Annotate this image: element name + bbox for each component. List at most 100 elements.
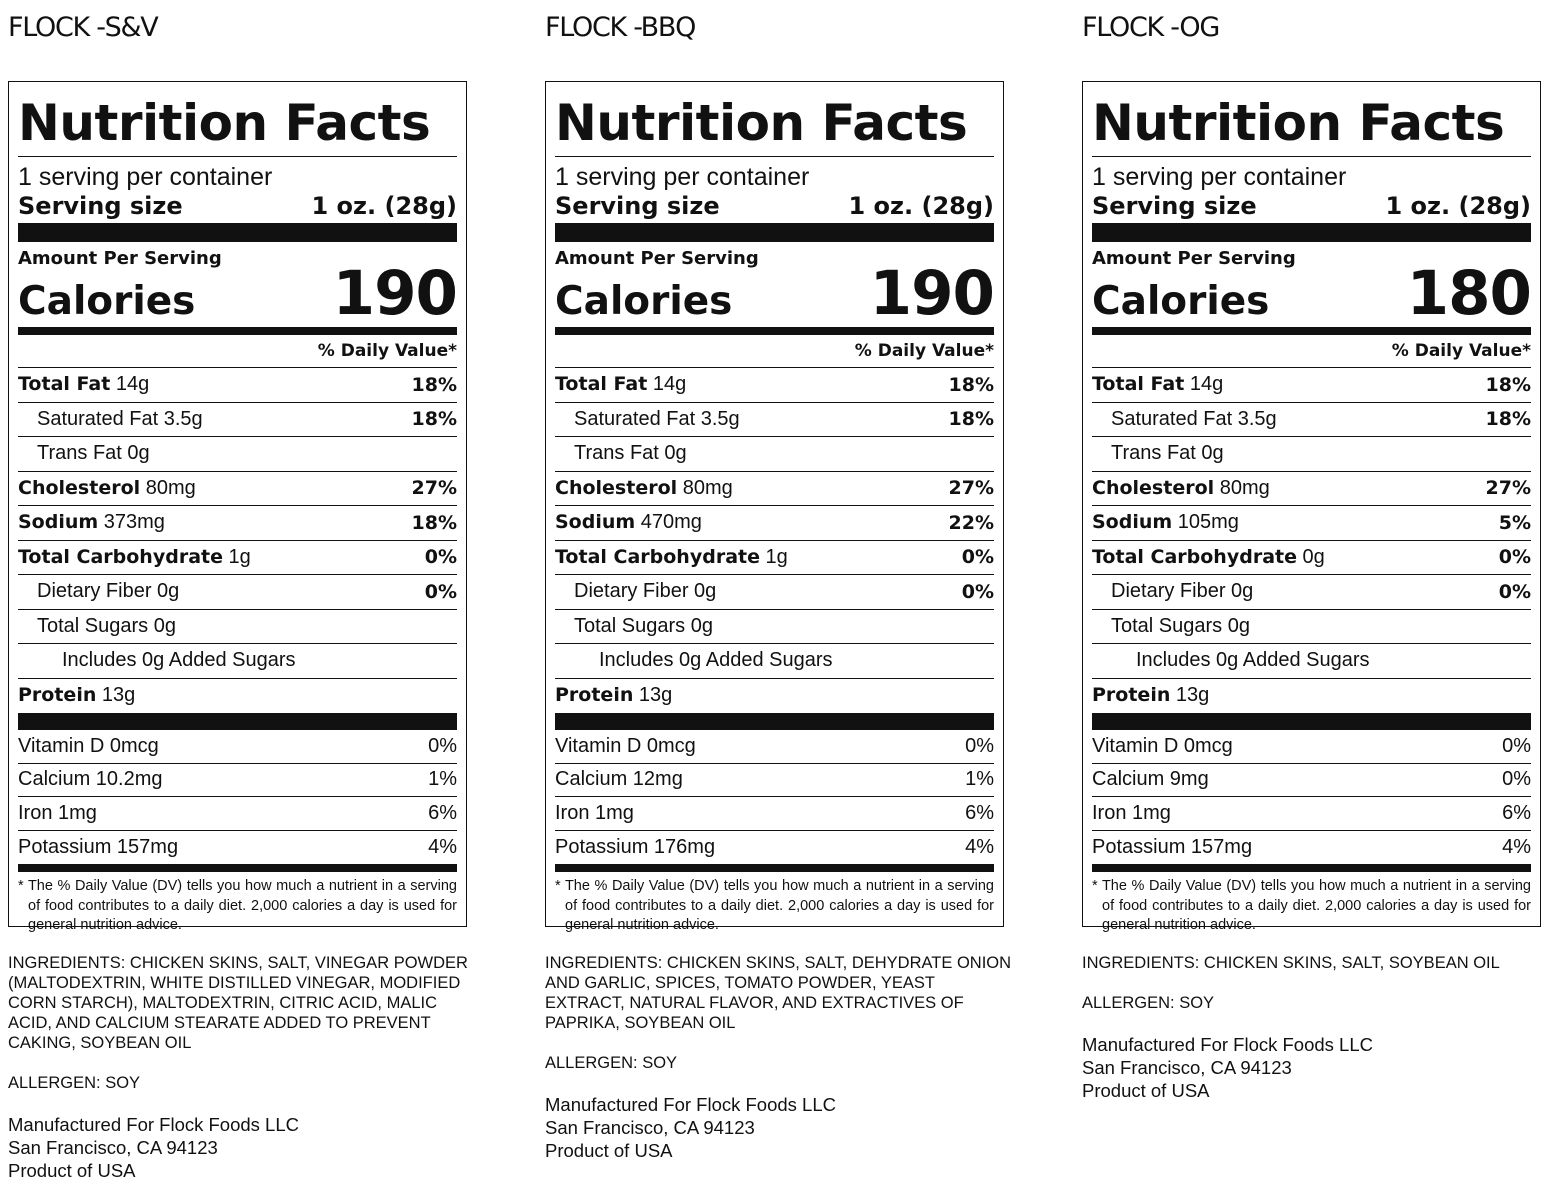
nutrient-row-total-carbohydrate: Total Carbohydrate 0g 0% — [1092, 541, 1531, 575]
allergen-text: ALLERGEN: SOY — [545, 1054, 678, 1072]
nutrient-label: Dietary Fiber 0g — [37, 580, 180, 603]
vitamin-row-potassium: Potassium 176mg 4% — [555, 831, 994, 865]
thick-divider — [1092, 223, 1531, 242]
vitamin-row-calcium: Calcium 10.2mg 1% — [18, 764, 457, 797]
nutrient-row-total-sugars: Total Sugars 0g — [18, 610, 457, 644]
product-name: FLOCK -S&V — [8, 12, 159, 43]
calories-label: Calories — [555, 279, 733, 324]
nutrient-label: Dietary Fiber 0g — [574, 580, 717, 603]
calories-row: Calories 190 — [555, 258, 995, 329]
daily-value-percent: 18% — [948, 408, 994, 431]
nutrient-row-protein: Protein 13g — [1092, 679, 1531, 714]
amount-per-serving: Amount Per Serving — [18, 248, 222, 269]
manufacturer-address: San Francisco, CA 94123 — [1082, 1057, 1292, 1078]
nutrient-row-sodium: Sodium 470mg 22% — [555, 506, 994, 541]
nutrition-facts-title: Nutrition Facts — [555, 92, 994, 157]
nutrient-label: Includes 0g Added Sugars — [599, 649, 833, 672]
nutrient-amount: 14g — [647, 373, 687, 396]
vitamin-percent: 6% — [965, 801, 994, 824]
vitamin-label: Iron 1mg — [1092, 801, 1171, 824]
nutrient-row-cholesterol: Cholesterol 80mg 27% — [555, 472, 994, 506]
nutrient-label: Total Sugars 0g — [37, 614, 176, 637]
calories-value: 190 — [869, 258, 995, 329]
daily-value-percent: 18% — [1485, 373, 1531, 396]
manufacturer-address: San Francisco, CA 94123 — [545, 1117, 755, 1138]
vitamin-percent: 4% — [1502, 835, 1531, 858]
daily-value-percent: 27% — [1485, 477, 1531, 500]
nutrient-row-total-sugars: Total Sugars 0g — [1092, 610, 1531, 644]
vitamin-label: Iron 1mg — [555, 801, 634, 824]
nutrient-label: Saturated Fat 3.5g — [574, 407, 740, 430]
nutrient-row-cholesterol: Cholesterol 80mg 27% — [18, 472, 457, 506]
vitamin-percent: 1% — [965, 768, 994, 791]
nutrient-label: Includes 0g Added Sugars — [1136, 649, 1370, 672]
manufacturer-address: San Francisco, CA 94123 — [8, 1137, 218, 1158]
country-of-origin: Product of USA — [545, 1140, 673, 1161]
nutrient-amount: 1g — [759, 545, 788, 568]
vitamin-percent: 0% — [965, 734, 994, 757]
daily-value-percent: 0% — [1498, 580, 1531, 603]
nutrient-amount: 13g — [633, 684, 673, 707]
nutrition-facts-panel: Nutrition Facts 1 serving per container … — [8, 81, 467, 933]
manufacturer-info: Manufactured For Flock Foods LLC San Fra… — [8, 1113, 478, 1182]
nutrient-label: Total Carbohydrate — [1092, 545, 1297, 568]
nutrient-label: Protein — [555, 684, 634, 707]
nutrient-row-total-carbohydrate: Total Carbohydrate 1g 0% — [18, 541, 457, 575]
amount-per-serving: Amount Per Serving — [1092, 248, 1296, 269]
vitamin-label: Potassium 176mg — [555, 835, 716, 858]
vitamin-label: Potassium 157mg — [1092, 835, 1253, 858]
nutrient-row-dietary-fiber: Dietary Fiber 0g 0% — [1092, 575, 1531, 610]
nutrient-label: Total Fat — [18, 373, 111, 396]
daily-value-footnote: * The % Daily Value (DV) tells you how m… — [18, 878, 457, 933]
nutrition-facts-title: Nutrition Facts — [18, 92, 457, 157]
nutrient-row-protein: Protein 13g — [18, 679, 457, 714]
country-of-origin: Product of USA — [1082, 1080, 1210, 1101]
ingredients-block: INGREDIENTS: CHICKEN SKINS, SALT, VINEGA… — [8, 953, 478, 1182]
daily-value-header: % Daily Value* — [18, 335, 457, 368]
nutrient-label: Trans Fat 0g — [574, 442, 687, 465]
serving-size-row: Serving size 1 oz. (28g) — [555, 191, 994, 223]
nutrient-label: Includes 0g Added Sugars — [62, 649, 296, 672]
ingredients-text: INGREDIENTS: CHICKEN SKINS, SALT, DEHYDR… — [545, 954, 1012, 1032]
nutrition-facts-title: Nutrition Facts — [1092, 92, 1531, 157]
nutrient-row-trans-fat: Trans Fat 0g — [1092, 437, 1531, 472]
nutrient-row-added-sugars: Includes 0g Added Sugars — [1092, 644, 1531, 679]
nutrient-amount: 14g — [110, 373, 150, 396]
allergen-text: ALLERGEN: SOY — [8, 1074, 141, 1092]
manufacturer-name: Manufactured For Flock Foods LLC — [545, 1094, 836, 1115]
serving-size-label: Serving size — [555, 192, 720, 220]
daily-value-footnote: * The % Daily Value (DV) tells you how m… — [555, 878, 994, 933]
manufacturer-name: Manufactured For Flock Foods LLC — [8, 1114, 299, 1135]
nutrient-row-sodium: Sodium 373mg 18% — [18, 506, 457, 541]
ingredients-text: INGREDIENTS: CHICKEN SKINS, SALT, VINEGA… — [8, 954, 468, 1052]
daily-value-percent: 0% — [1498, 546, 1531, 569]
vitamin-row-calcium: Calcium 12mg 1% — [555, 764, 994, 797]
daily-value-percent: 27% — [411, 477, 457, 500]
ingredients-block: INGREDIENTS: CHICKEN SKINS, SALT, SOYBEA… — [1082, 953, 1552, 1102]
nutrient-label: Total Sugars 0g — [574, 614, 713, 637]
nutrient-label: Cholesterol — [555, 476, 678, 499]
nutrient-amount: 13g — [96, 684, 136, 707]
thick-divider — [555, 713, 994, 730]
vitamin-row-vitamin-d: Vitamin D 0mcg 0% — [18, 730, 457, 764]
nutrient-amount: 105mg — [1172, 511, 1239, 534]
nutrient-row-total-sugars: Total Sugars 0g — [555, 610, 994, 644]
daily-value-percent: 18% — [411, 408, 457, 431]
calories-value: 180 — [1406, 258, 1532, 329]
daily-value-header: % Daily Value* — [1092, 335, 1531, 368]
nutrient-amount: 13g — [1170, 684, 1210, 707]
nutrient-amount: 373mg — [98, 511, 165, 534]
vitamin-row-iron: Iron 1mg 6% — [1092, 797, 1531, 831]
vitamin-label: Potassium 157mg — [18, 835, 179, 858]
serving-size-label: Serving size — [1092, 192, 1257, 220]
calories-label: Calories — [18, 279, 196, 324]
ingredients-block: INGREDIENTS: CHICKEN SKINS, SALT, DEHYDR… — [545, 953, 1015, 1162]
vitamin-row-iron: Iron 1mg 6% — [18, 797, 457, 831]
manufacturer-name: Manufactured For Flock Foods LLC — [1082, 1034, 1373, 1055]
nutrient-label: Cholesterol — [1092, 476, 1215, 499]
nutrient-row-sodium: Sodium 105mg 5% — [1092, 506, 1531, 541]
nutrient-row-total-carbohydrate: Total Carbohydrate 1g 0% — [555, 541, 994, 575]
nutrient-label: Trans Fat 0g — [1111, 442, 1224, 465]
allergen-text: ALLERGEN: SOY — [1082, 994, 1215, 1012]
vitamin-label: Calcium 9mg — [1092, 768, 1209, 791]
